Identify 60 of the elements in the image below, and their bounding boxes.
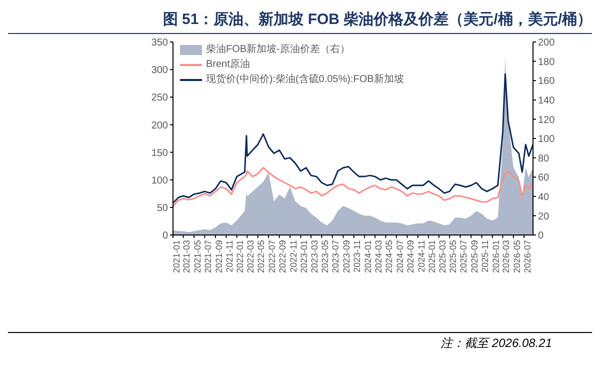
y2-tick-label: 160	[538, 76, 556, 88]
x-tick-label: 2025-11	[480, 240, 490, 272]
x-tick-label: 2024-11	[416, 240, 426, 272]
x-tick-label: 2021-05	[192, 240, 202, 274]
x-tick-label: 2022-03	[246, 240, 256, 274]
y-tick-label: 100	[151, 175, 168, 186]
x-tick-label: 2023-07	[330, 240, 341, 274]
x-tick-label: 2025-01	[426, 240, 437, 274]
x-tick-label: 2024-03	[373, 240, 384, 274]
y-tick-label: 250	[151, 92, 168, 104]
x-tick-label: 2025-03	[437, 240, 448, 274]
text: 注：截至 2026.08.21	[440, 335, 552, 352]
y2-tick-label: 120	[538, 114, 556, 126]
x-tick-label: 2026-05	[512, 240, 522, 274]
x-tick-label: 2024-07	[394, 240, 405, 274]
y2-tick-label: 80	[538, 153, 550, 164]
legend-label: Brent原油	[206, 58, 250, 72]
x-tick-label: 2024-09	[406, 240, 416, 274]
x-tick-label: 2025-09	[469, 240, 480, 274]
line-series	[173, 166, 533, 208]
x-tick-label: 2021-07	[203, 240, 214, 274]
x-tick-label: 2022-11	[288, 240, 298, 272]
y2-tick-label: 200	[538, 38, 556, 49]
x-tick-label: 2026-01	[490, 240, 501, 274]
x-tick-label: 2021-01	[171, 240, 182, 274]
chart-title: 图 51：原油、新加坡 FOB 柴油价格及价差（美元/桶，美元/桶）	[8, 8, 592, 34]
x-tick-label: 2022-07	[266, 240, 277, 274]
y2-tick-label: 40	[538, 192, 550, 203]
x-tick-label: 2023-09	[342, 240, 352, 274]
x-tick-label: 2022-09	[278, 240, 288, 274]
x-tick-label: 2025-07	[458, 240, 469, 274]
y2-tick-label: 20	[538, 211, 550, 222]
y2-tick-label: 60	[538, 172, 550, 184]
legend-label: 柴油FOB新加坡-原油价差（右）	[206, 42, 350, 57]
y-tick-label: 0	[162, 230, 168, 242]
x-tick-label: 2025-05	[448, 240, 458, 274]
y-tick-label: 350	[151, 38, 168, 49]
x-tick-label: 2023-03	[309, 240, 320, 274]
x-tick-label: 2021-09	[214, 240, 224, 274]
y2-tick-label: 180	[538, 56, 556, 68]
y2-tick-label: 100	[538, 134, 556, 146]
x-tick-label: 2023-11	[352, 240, 362, 272]
x-tick-label: 2023-01	[299, 240, 310, 274]
x-tick-label: 2022-01	[235, 240, 246, 274]
y-tick-label: 200	[151, 120, 168, 132]
y2-tick-label: 140	[538, 95, 556, 106]
line-series	[173, 73, 533, 204]
x-tick-label: 2021-03	[182, 240, 192, 274]
legend-label: 现货价(中间价):柴油(含硫0.05%):FOB新加坡	[206, 72, 404, 87]
y-tick-label: 150	[151, 148, 168, 159]
x-tick-label: 2021-11	[224, 240, 235, 272]
x-tick-label: 2026-03	[501, 240, 512, 274]
x-tick-label: 2024-01	[362, 240, 373, 274]
x-tick-label: 2026-07	[522, 240, 532, 274]
y-tick-label: 300	[151, 65, 168, 76]
y-tick-label: 50	[156, 202, 168, 214]
x-tick-label: 2022-05	[256, 240, 266, 274]
x-tick-label: 2023-05	[320, 240, 330, 274]
y2-tick-label: 0	[538, 230, 544, 242]
x-tick-label: 2024-05	[384, 240, 394, 274]
